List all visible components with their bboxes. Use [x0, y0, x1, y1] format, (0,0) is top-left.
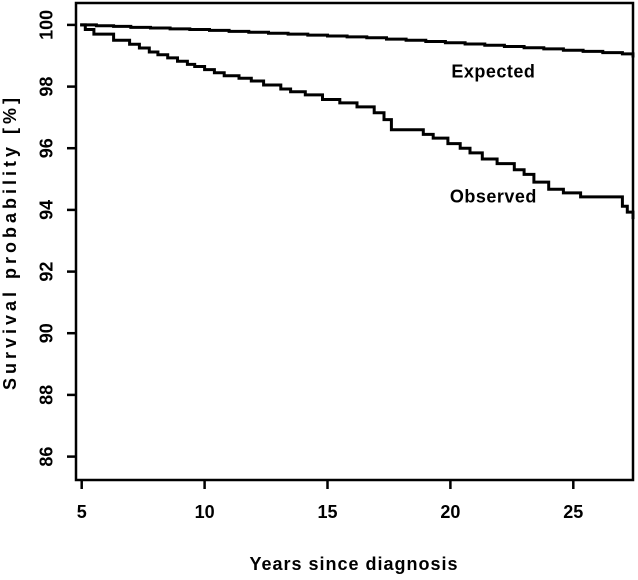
y-tick-label: 86: [36, 447, 56, 467]
y-tick-label: 92: [36, 262, 56, 282]
y-axis-ticks: 100 98 96 94 92 90 88 86: [36, 10, 76, 467]
y-tick-label: 90: [36, 323, 56, 343]
y-tick-label: 96: [36, 138, 56, 158]
series-label-observed: Observed: [450, 186, 537, 206]
x-tick-label: 25: [563, 502, 583, 522]
y-tick-label: 100: [36, 10, 56, 40]
series-line-observed: [80, 23, 635, 220]
x-tick-label: 10: [195, 502, 215, 522]
y-tick-label: 88: [36, 385, 56, 405]
y-tick-label: 94: [36, 200, 56, 220]
x-tick-label: 5: [77, 502, 87, 522]
x-tick-label: 20: [440, 502, 460, 522]
plot-border: [74, 1, 635, 482]
x-tick-label: 15: [317, 502, 337, 522]
x-axis-ticks: 5 10 15 20 25: [77, 480, 583, 522]
series-line-expected: [80, 23, 635, 58]
series-curves: Expected Observed: [80, 23, 635, 220]
y-tick-label: 98: [36, 77, 56, 97]
x-axis-title: Years since diagnosis: [249, 554, 458, 574]
series-label-expected: Expected: [451, 61, 535, 81]
y-axis-title: Survival probability [%]: [0, 94, 20, 390]
